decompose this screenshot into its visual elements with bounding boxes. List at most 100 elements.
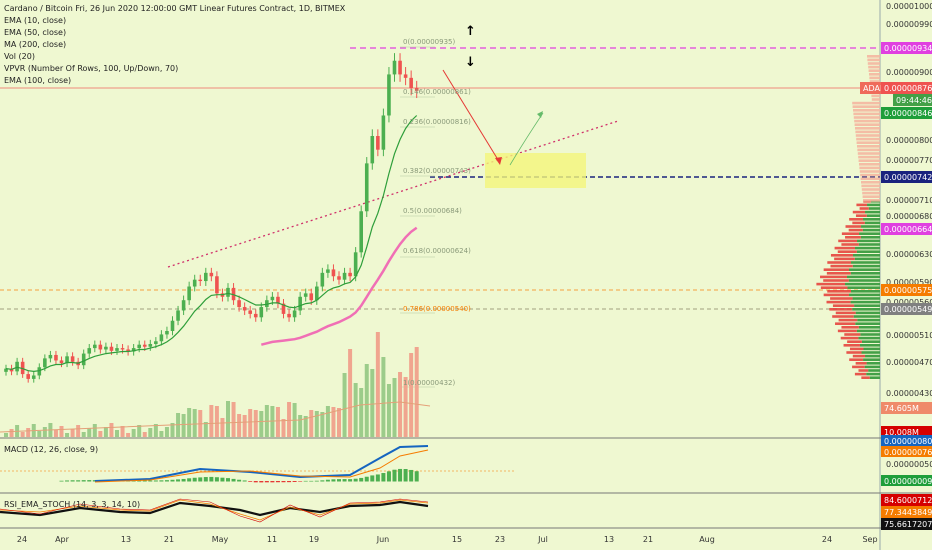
vpvr-up	[863, 347, 880, 351]
candle-body	[70, 356, 75, 362]
candle-body	[242, 307, 247, 311]
candle-body	[337, 276, 341, 280]
macd-hist-bar	[275, 481, 280, 483]
trendline	[167, 120, 619, 268]
down-arrow-line	[442, 69, 501, 164]
vpvr-faint	[852, 101, 880, 105]
candle-body	[315, 286, 319, 301]
vpvr-down	[834, 257, 855, 261]
vpvr-down	[840, 336, 859, 340]
vpvr-down	[837, 250, 857, 253]
fib-label: 0.236(0.00000816)	[403, 118, 471, 126]
candle-body	[165, 331, 169, 335]
macd-hist-bar	[364, 476, 369, 482]
volume-bar	[337, 408, 341, 437]
vpvr-faint	[853, 116, 880, 119]
price-tick-label: 0.00000680	[886, 212, 932, 221]
arrow-up-icon[interactable]: ↑	[465, 24, 476, 39]
volume-bar	[275, 407, 280, 437]
candle-body	[104, 346, 108, 350]
fib-labels: 0(0.00000935) 0.146(0.00000861) 0.236(0.00…	[403, 38, 471, 387]
candle-body	[376, 136, 380, 150]
vpvr-up	[862, 228, 880, 232]
time-tick-label: Apr	[55, 535, 70, 544]
macd-hist-bar	[259, 481, 264, 483]
vpvr-up	[865, 354, 880, 358]
candle-body	[353, 252, 358, 277]
vpvr-up	[859, 232, 880, 235]
candle-body	[154, 341, 158, 344]
macd-title[interactable]: MACD (12, 26, close, 9)	[4, 445, 99, 454]
rsi-label-badge	[881, 506, 932, 518]
volume-bar	[164, 427, 169, 437]
vpvr-faint	[862, 191, 880, 195]
volume-bar	[314, 411, 319, 437]
vpvr-up	[855, 246, 880, 250]
vpvr-faint	[859, 170, 880, 173]
time-tick-label: 23	[495, 535, 505, 544]
volume-bar	[392, 378, 397, 437]
volume-bar	[287, 402, 292, 437]
vpvr-up	[863, 218, 880, 221]
macd-hist-bar	[65, 480, 70, 482]
vpvr-faint	[861, 181, 880, 184]
macd-hist-bar	[270, 481, 275, 483]
indicator-vpvr[interactable]: VPVR (Number Of Rows, 100, Up/Down, 70)	[4, 64, 179, 73]
vpvr-down	[827, 261, 852, 264]
volume-bar	[137, 425, 142, 437]
vpvr-faint	[867, 55, 880, 58]
indicator-ema50[interactable]: EMA (50, close)	[4, 28, 67, 37]
vpvr-down	[858, 369, 869, 372]
vpvr-down	[830, 264, 853, 268]
vpvr-up	[853, 315, 880, 318]
down-arrow-head	[495, 157, 502, 165]
vpvr-faint	[860, 173, 880, 177]
macd-hist-bar	[320, 480, 325, 482]
indicator-ma200[interactable]: MA (200, close)	[4, 40, 67, 49]
macd-hist-bar	[309, 480, 314, 482]
volume-bar	[237, 414, 242, 437]
vpvr-faint	[856, 141, 880, 144]
candles	[4, 53, 419, 383]
macd-hist-bar	[153, 480, 158, 482]
vpvr-down	[835, 322, 856, 325]
vpvr-down	[841, 326, 859, 329]
vpvr-faint	[867, 62, 880, 65]
vpvr-up	[853, 254, 880, 257]
fib-label: 1(0.00000432)	[403, 379, 455, 387]
vpvr-down	[838, 239, 858, 243]
vpvr-down	[848, 228, 863, 232]
price-tick-label: 0.00000590	[886, 278, 932, 287]
vpvr-faint	[854, 123, 880, 126]
candle-body	[270, 296, 275, 301]
price-label-badge	[881, 82, 932, 94]
candle-body	[204, 272, 208, 282]
vpvr-up	[855, 322, 880, 325]
vpvr-up	[850, 300, 880, 304]
vpvr-faint	[867, 58, 880, 62]
candle-body	[287, 313, 291, 318]
price-label-text: 0.00000742	[884, 173, 932, 182]
arrow-down-icon[interactable]: ↓	[465, 55, 476, 70]
volume-bar	[42, 427, 47, 437]
candle-body	[276, 296, 280, 304]
candle-body	[137, 344, 141, 349]
vpvr-down	[826, 300, 851, 304]
candle-body	[81, 353, 86, 366]
indicator-vol[interactable]: Vol (20)	[4, 52, 35, 61]
indicator-ema10[interactable]: EMA (10, close)	[4, 16, 67, 25]
macd-hist-bar	[159, 480, 164, 482]
candle-body	[120, 348, 125, 350]
vpvr-down	[855, 362, 867, 365]
rsi-title[interactable]: RSI_EMA_STOCH (14, 3, 3, 14, 10)	[4, 500, 141, 509]
indicator-ema100[interactable]: EMA (100, close)	[4, 76, 72, 85]
vpvr-faint	[861, 188, 880, 191]
time-axis: 24 Apr 13 21 May 11 19 Jun 15 23 Jul 13 21 Aug 24 Sep	[17, 535, 878, 544]
macd-hist-bar	[176, 479, 181, 482]
candle-body	[398, 60, 402, 75]
volume-bar	[209, 405, 214, 437]
volume-bar	[98, 431, 103, 437]
price-label-badge	[881, 223, 932, 235]
volume-bar	[214, 406, 219, 437]
candle-body	[148, 344, 153, 347]
